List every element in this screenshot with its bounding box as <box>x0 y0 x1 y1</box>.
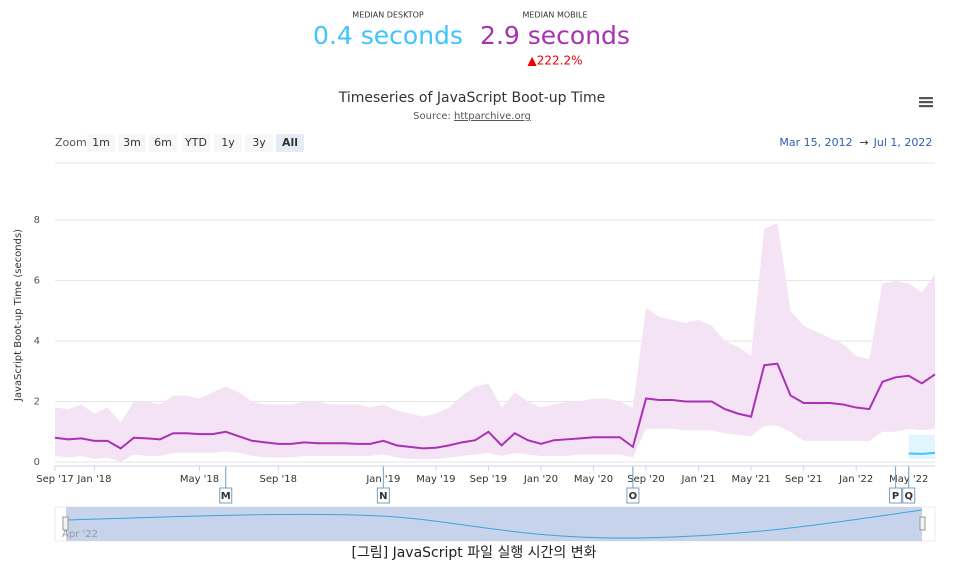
zoom-button-label[interactable]: 6m <box>154 136 172 149</box>
x-tick-label: Sep '18 <box>260 474 298 485</box>
series-line <box>908 451 936 455</box>
zoom-button[interactable] <box>118 134 146 152</box>
navigator-handle[interactable] <box>919 516 926 531</box>
menu-icon[interactable] <box>919 97 933 108</box>
x-tick-label: May '21 <box>731 474 770 485</box>
x-tick-label: Sep '21 <box>785 474 823 485</box>
x-tick-label: Jan '20 <box>523 474 558 485</box>
y-tick-label: 0 <box>34 457 40 468</box>
mobile-label: MEDIAN MOBILE <box>522 11 587 20</box>
flag-label: O <box>629 491 638 502</box>
y-tick-label: 6 <box>34 276 40 287</box>
zoom-button[interactable] <box>245 134 273 152</box>
subtitle-prefix: Source: <box>413 111 454 122</box>
flag-box <box>626 487 640 504</box>
x-tick-label: Sep '17 <box>36 474 74 485</box>
flag-box <box>219 487 233 504</box>
x-tick-label: May '19 <box>416 474 455 485</box>
caption: [그림] JavaScript 파일 실행 시간의 변화 <box>351 545 596 561</box>
subtitle-link[interactable]: httparchive.org <box>454 111 531 122</box>
navigator-label: Apr '22 <box>62 529 98 540</box>
flag-box <box>902 487 916 504</box>
navigator-selection[interactable] <box>66 507 922 541</box>
x-tick-label: Sep '20 <box>627 474 665 485</box>
mobile-value: 2.9 seconds <box>480 21 630 50</box>
zoom-button-label[interactable]: All <box>282 136 298 149</box>
flag-label: M <box>221 491 231 502</box>
x-tick-label: May '20 <box>574 474 613 485</box>
zoom-button-label[interactable]: 1y <box>221 136 235 149</box>
range-to[interactable]: Jul 1, 2022 <box>873 136 933 149</box>
zoom-label: Zoom <box>55 136 87 149</box>
series-line <box>54 362 936 450</box>
x-tick-label: Jan '18 <box>76 474 111 485</box>
range-band <box>55 223 935 462</box>
flag-label: N <box>379 491 387 502</box>
zoom-button[interactable] <box>276 134 304 152</box>
flag-label: P <box>892 491 899 502</box>
zoom-button[interactable] <box>182 134 210 152</box>
change: ▲222.2% <box>528 54 583 68</box>
flag-box <box>889 487 903 504</box>
desktop-value: 0.4 seconds <box>313 21 463 50</box>
range-from[interactable]: Mar 15, 2012 <box>779 136 852 149</box>
range-band <box>908 434 935 459</box>
y-tick-label: 2 <box>34 397 40 408</box>
navigator-handle[interactable] <box>62 516 69 531</box>
zoom-button[interactable] <box>149 134 177 152</box>
zoom-button-label[interactable]: 1m <box>92 136 110 149</box>
y-axis-title: JavaScript Boot-up Time (seconds) <box>13 229 24 402</box>
y-tick-label: 4 <box>34 336 40 347</box>
zoom-button-label[interactable]: YTD <box>184 136 207 149</box>
zoom-button-label[interactable]: 3m <box>123 136 141 149</box>
x-tick-label: Jan '21 <box>681 474 716 485</box>
y-tick-label: 8 <box>34 215 40 226</box>
subtitle: Source: httparchive.org <box>413 111 531 122</box>
zoom-button[interactable] <box>87 134 115 152</box>
x-tick-label: May '18 <box>180 474 219 485</box>
chart-title: Timeseries of JavaScript Boot-up Time <box>338 90 606 106</box>
navigator-line <box>65 509 923 539</box>
flag-label: Q <box>904 491 913 502</box>
range-arrow: → <box>859 136 868 149</box>
zoom-button-label[interactable]: 3y <box>252 136 266 149</box>
zoom-button[interactable] <box>214 134 242 152</box>
x-tick-label: Sep '19 <box>470 474 508 485</box>
desktop-label: MEDIAN DESKTOP <box>352 11 424 20</box>
x-tick-label: Jan '22 <box>838 474 873 485</box>
flag-box <box>376 487 390 504</box>
